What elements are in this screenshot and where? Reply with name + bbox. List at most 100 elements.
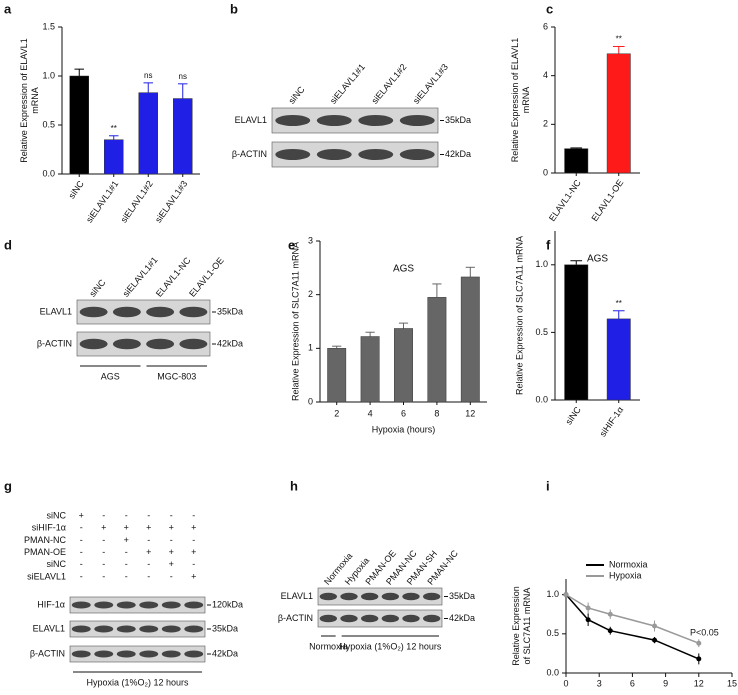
chart-title: AGS (587, 254, 608, 265)
treatment-sign: + (146, 523, 151, 533)
treatment-sign: + (191, 571, 196, 581)
treatment-sign: - (147, 535, 150, 545)
blot-band (112, 306, 141, 318)
blot-band (422, 592, 441, 601)
blot-band (422, 614, 441, 623)
significance: ns (144, 71, 152, 80)
y-tick-label: 0.5 (535, 327, 548, 337)
significance: ns (179, 72, 187, 81)
group-label: Hypoxia (1%O₂) 12 hours (86, 677, 189, 687)
lane-label: siELAVL1#3 (411, 62, 450, 106)
treatment-sign: - (170, 510, 173, 520)
treatment-sign: + (124, 523, 129, 533)
treatment-sign: + (79, 510, 84, 520)
row-label: β-ACTIN (37, 338, 72, 348)
blot-band (112, 338, 141, 350)
x-tick-label: ELAVL1-OE (589, 178, 625, 223)
treatment-sign: - (147, 559, 150, 569)
x-tick-label: siNC (563, 404, 583, 426)
y-tick-label: 1.0 (546, 589, 559, 599)
treatment-label: siELAVL1 (27, 571, 66, 581)
lane-label: ELAVL1-OE (187, 255, 226, 298)
blot-band (71, 601, 91, 609)
blot-band (79, 338, 108, 350)
blot-band (316, 115, 352, 126)
treatment-sign: - (192, 535, 195, 545)
size-label: 35kDa (212, 623, 238, 633)
x-tick-label: 12 (694, 678, 704, 688)
panel-letter: h (290, 478, 298, 493)
lane-label: siELAVL1#1 (328, 62, 367, 106)
row-label: β-ACTIN (30, 648, 65, 658)
x-tick-label: 8 (434, 408, 439, 418)
blot-band (71, 650, 91, 658)
treatment-sign: - (80, 559, 83, 569)
x-tick-label: siNC (66, 178, 86, 200)
treatment-label: PMAN-NC (24, 535, 66, 545)
panel-letter: a (4, 1, 12, 16)
treatment-sign: - (170, 535, 173, 545)
y-tick-label: 2 (543, 119, 548, 129)
blot-band (184, 601, 204, 609)
blot-band (116, 601, 136, 609)
y-tick-label: 0.5 (546, 628, 559, 638)
row-label: ELAVL1 (235, 115, 267, 125)
blot-band (358, 115, 394, 126)
blot-band (358, 149, 394, 160)
y-tick-label: 3 (308, 235, 313, 245)
size-label: 35kDa (449, 591, 475, 601)
x-tick-label: siELAVL1#2 (119, 179, 155, 225)
x-tick-label: 6 (630, 678, 635, 688)
lane-label: siELAVL1#2 (369, 62, 408, 106)
bar (327, 348, 347, 403)
x-tick-label: 3 (597, 678, 602, 688)
blot-band (79, 306, 108, 318)
lane-label: siNC (87, 277, 108, 299)
treatment-sign: - (192, 559, 195, 569)
bar (606, 53, 631, 174)
y-axis-label: Relative Expression of ELAVL1 (510, 38, 520, 162)
blot-membrane (317, 609, 443, 628)
x-tick-label: 12 (465, 408, 475, 418)
x-tick-label: siHIF-1α (598, 405, 626, 439)
treatment-label: PMAN-OE (24, 547, 66, 557)
treatment-sign: + (169, 523, 174, 533)
bar (564, 148, 589, 174)
series-line (565, 594, 700, 660)
treatment-sign: + (146, 547, 151, 557)
blot-band (319, 592, 338, 601)
panel-letter: d (4, 237, 12, 252)
size-label: 42kDa (212, 648, 238, 658)
significance: ** (616, 35, 622, 44)
y-axis-label: Relative Expression (511, 586, 521, 666)
significance: ** (111, 124, 117, 133)
y-axis-label: Relative Expression of SLC7A11 mRNA (514, 236, 524, 395)
x-tick-label: siELAVL1#3 (153, 179, 189, 225)
size-label: 35kDa (445, 115, 471, 125)
x-tick-label: 6 (401, 408, 406, 418)
lane-label: siNC (286, 84, 307, 106)
legend-label: Hypoxia (609, 570, 642, 580)
blot-band (146, 338, 175, 350)
point (652, 623, 658, 629)
y-tick-label: 1 (308, 343, 313, 353)
bar (394, 328, 413, 403)
row-label: HIF-1α (37, 599, 65, 609)
size-label: 42kDa (217, 338, 243, 348)
treatment-sign: - (80, 523, 83, 533)
bar (104, 139, 124, 175)
bar (69, 75, 89, 175)
treatment-sign: + (101, 523, 106, 533)
treatment-sign: - (80, 547, 83, 557)
y-tick-label: 0.0 (535, 394, 548, 404)
blot-band (139, 601, 159, 609)
y-tick-label: 0.5 (42, 119, 55, 129)
y-tick-label: 6 (543, 21, 548, 31)
treatment-label: siNC (47, 510, 67, 520)
row-label: ELAVL1 (33, 623, 65, 633)
y-tick-label: 4 (543, 70, 548, 80)
blot-band (275, 149, 311, 160)
blot-membrane (69, 596, 206, 614)
bar (427, 297, 447, 403)
size-label: 120kDa (212, 599, 243, 609)
